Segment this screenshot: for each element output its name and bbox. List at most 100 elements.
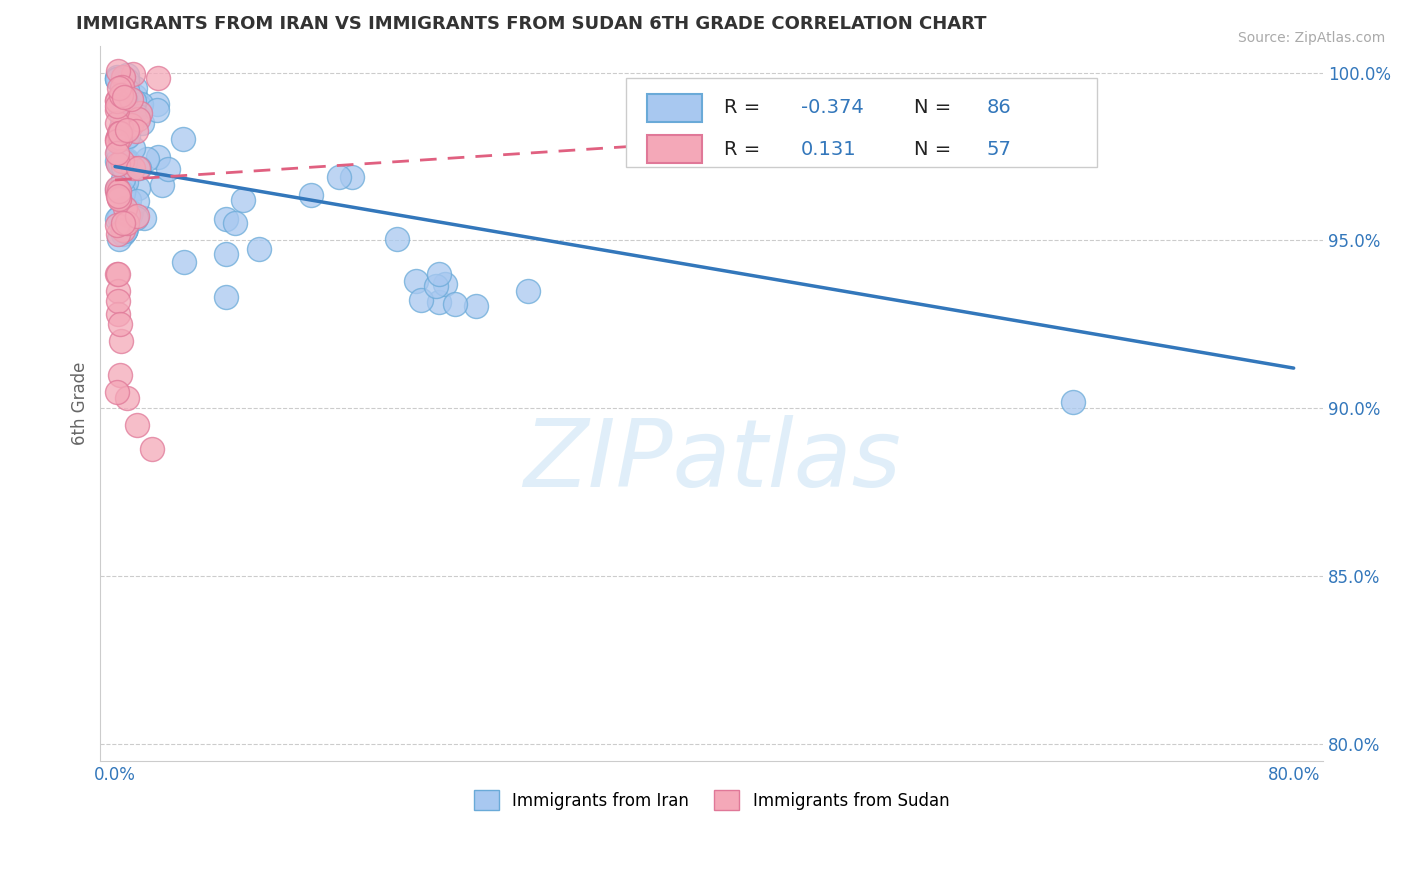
Point (107, 293, 129, 308)
Text: ZIPatlas: ZIPatlas (523, 415, 901, 506)
Point (444, 297, 467, 311)
Text: N =: N = (914, 139, 950, 159)
Point (125, 194, 148, 208)
Point (405, 274, 427, 288)
Point (105, 154, 128, 169)
Point (127, 180, 149, 194)
Point (215, 212, 238, 227)
Point (122, 161, 145, 175)
Point (105, 182, 128, 196)
Point (118, 193, 141, 207)
Point (105, 93, 128, 107)
Point (516, 284, 538, 298)
Point (157, 162, 180, 177)
Point (112, 186, 135, 200)
Point (105, 218, 128, 232)
Point (105, 211, 128, 226)
Point (107, 227, 129, 241)
Point (117, 122, 139, 136)
Point (108, 96, 131, 111)
Point (105, 116, 128, 130)
Point (124, 89, 146, 103)
Point (112, 227, 135, 241)
Point (112, 90, 135, 104)
Point (110, 126, 132, 140)
Point (125, 211, 148, 225)
Point (146, 97, 169, 112)
Point (434, 277, 457, 291)
Point (125, 124, 148, 138)
Point (107, 267, 129, 281)
Text: Source: ZipAtlas.com: Source: ZipAtlas.com (1237, 31, 1385, 45)
Point (127, 161, 149, 176)
Point (105, 184, 128, 198)
Text: 57: 57 (987, 139, 1012, 159)
Point (115, 215, 138, 229)
Point (117, 208, 139, 222)
Point (120, 118, 142, 132)
Point (107, 157, 129, 171)
Point (114, 201, 136, 215)
Text: 86: 86 (987, 98, 1012, 118)
Point (1062, 394, 1084, 409)
FancyBboxPatch shape (626, 78, 1097, 168)
Text: IMMIGRANTS FROM IRAN VS IMMIGRANTS FROM SUDAN 6TH GRADE CORRELATION CHART: IMMIGRANTS FROM IRAN VS IMMIGRANTS FROM … (76, 15, 987, 33)
Text: R =: R = (724, 139, 761, 159)
Point (112, 70, 135, 84)
Point (110, 88, 132, 103)
Point (425, 279, 447, 293)
Point (427, 294, 450, 309)
Point (107, 189, 129, 203)
Point (114, 175, 136, 189)
Point (122, 141, 145, 155)
Point (105, 134, 128, 148)
Text: -0.374: -0.374 (801, 98, 863, 118)
Point (127, 112, 149, 126)
Point (340, 170, 363, 185)
Point (328, 170, 350, 185)
Point (111, 111, 134, 125)
Point (173, 255, 195, 269)
Point (121, 67, 143, 81)
Point (127, 109, 149, 123)
Point (108, 126, 131, 140)
Legend: Immigrants from Iran, Immigrants from Sudan: Immigrants from Iran, Immigrants from Su… (467, 783, 956, 817)
Text: R =: R = (724, 98, 761, 118)
Point (409, 293, 432, 308)
Point (105, 71, 128, 86)
Point (108, 191, 131, 205)
Point (118, 101, 141, 115)
Point (107, 284, 129, 298)
Point (148, 71, 170, 86)
Point (128, 100, 150, 114)
Point (117, 120, 139, 135)
Point (105, 72, 128, 87)
Point (215, 290, 238, 304)
Point (108, 210, 131, 224)
Point (105, 132, 128, 146)
Point (114, 224, 136, 238)
Point (110, 120, 132, 135)
Point (117, 129, 139, 144)
Y-axis label: 6th Grade: 6th Grade (72, 361, 89, 445)
Point (105, 267, 128, 281)
Point (127, 209, 149, 223)
Point (120, 92, 142, 106)
Point (129, 97, 152, 112)
Point (224, 216, 246, 230)
Point (117, 153, 139, 167)
Point (112, 180, 135, 194)
Point (120, 205, 142, 219)
Point (114, 93, 136, 107)
Point (105, 181, 128, 195)
Point (105, 70, 128, 84)
Point (232, 194, 254, 208)
Point (152, 178, 174, 192)
Point (112, 217, 135, 231)
Point (115, 118, 138, 132)
Point (105, 103, 128, 117)
Point (107, 64, 129, 78)
Point (114, 91, 136, 105)
FancyBboxPatch shape (647, 95, 702, 121)
Point (117, 154, 139, 169)
